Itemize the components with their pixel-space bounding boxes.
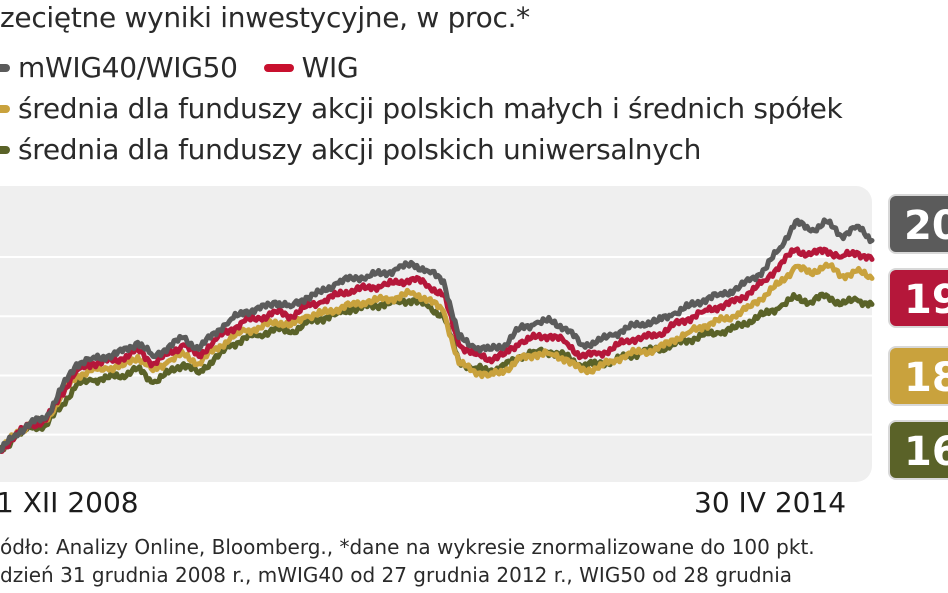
legend-swatch-small-mid-funds — [0, 105, 10, 113]
legend-swatch-universal-funds — [0, 146, 10, 154]
end-badge-wig: 19 — [888, 268, 948, 328]
series-line-mwig40 — [0, 217, 875, 454]
series-line-universal-funds — [0, 291, 875, 454]
x-start-label: 1 XII 2008 — [0, 486, 139, 519]
source-line-1: ódło: Analizy Online, Bloomberg., *dane … — [0, 535, 815, 559]
chart-title: zeciętne wyniki inwestycyjne, w proc.* — [0, 1, 530, 34]
end-badge-universal-funds: 16 — [888, 420, 948, 480]
legend-row-1: mWIG40/WIG50 WIG — [0, 51, 359, 84]
series-line-wig — [0, 246, 875, 454]
series-line-small-mid-funds — [0, 261, 875, 454]
legend-row-2: średnia dla funduszy akcji polskich mały… — [0, 92, 843, 125]
legend-item-wig: WIG — [263, 51, 359, 84]
legend-item-small-mid-funds: średnia dla funduszy akcji polskich mały… — [0, 92, 843, 125]
legend-item-mwig40: mWIG40/WIG50 — [0, 52, 238, 84]
legend-label-universal-funds: średnia dla funduszy akcji polskich uniw… — [18, 133, 702, 166]
legend-swatch-mwig40 — [0, 64, 10, 72]
legend-swatch-wig — [263, 64, 294, 72]
x-end-label: 30 IV 2014 — [694, 486, 847, 519]
legend-label-mwig40: mWIG40/WIG50 — [18, 51, 238, 84]
legend-label-wig: WIG — [301, 51, 359, 84]
legend-item-universal-funds: średnia dla funduszy akcji polskich uniw… — [0, 134, 701, 166]
source-line-2: dzień 31 grudnia 2008 r., mWIG40 od 27 g… — [0, 563, 793, 587]
end-badge-mwig40: 20 — [888, 194, 948, 254]
legend-row-3: średnia dla funduszy akcji polskich uniw… — [0, 134, 701, 166]
end-badge-small-mid-funds: 18 — [888, 346, 948, 406]
legend-label-small-mid-funds: średnia dla funduszy akcji polskich mały… — [18, 92, 843, 125]
